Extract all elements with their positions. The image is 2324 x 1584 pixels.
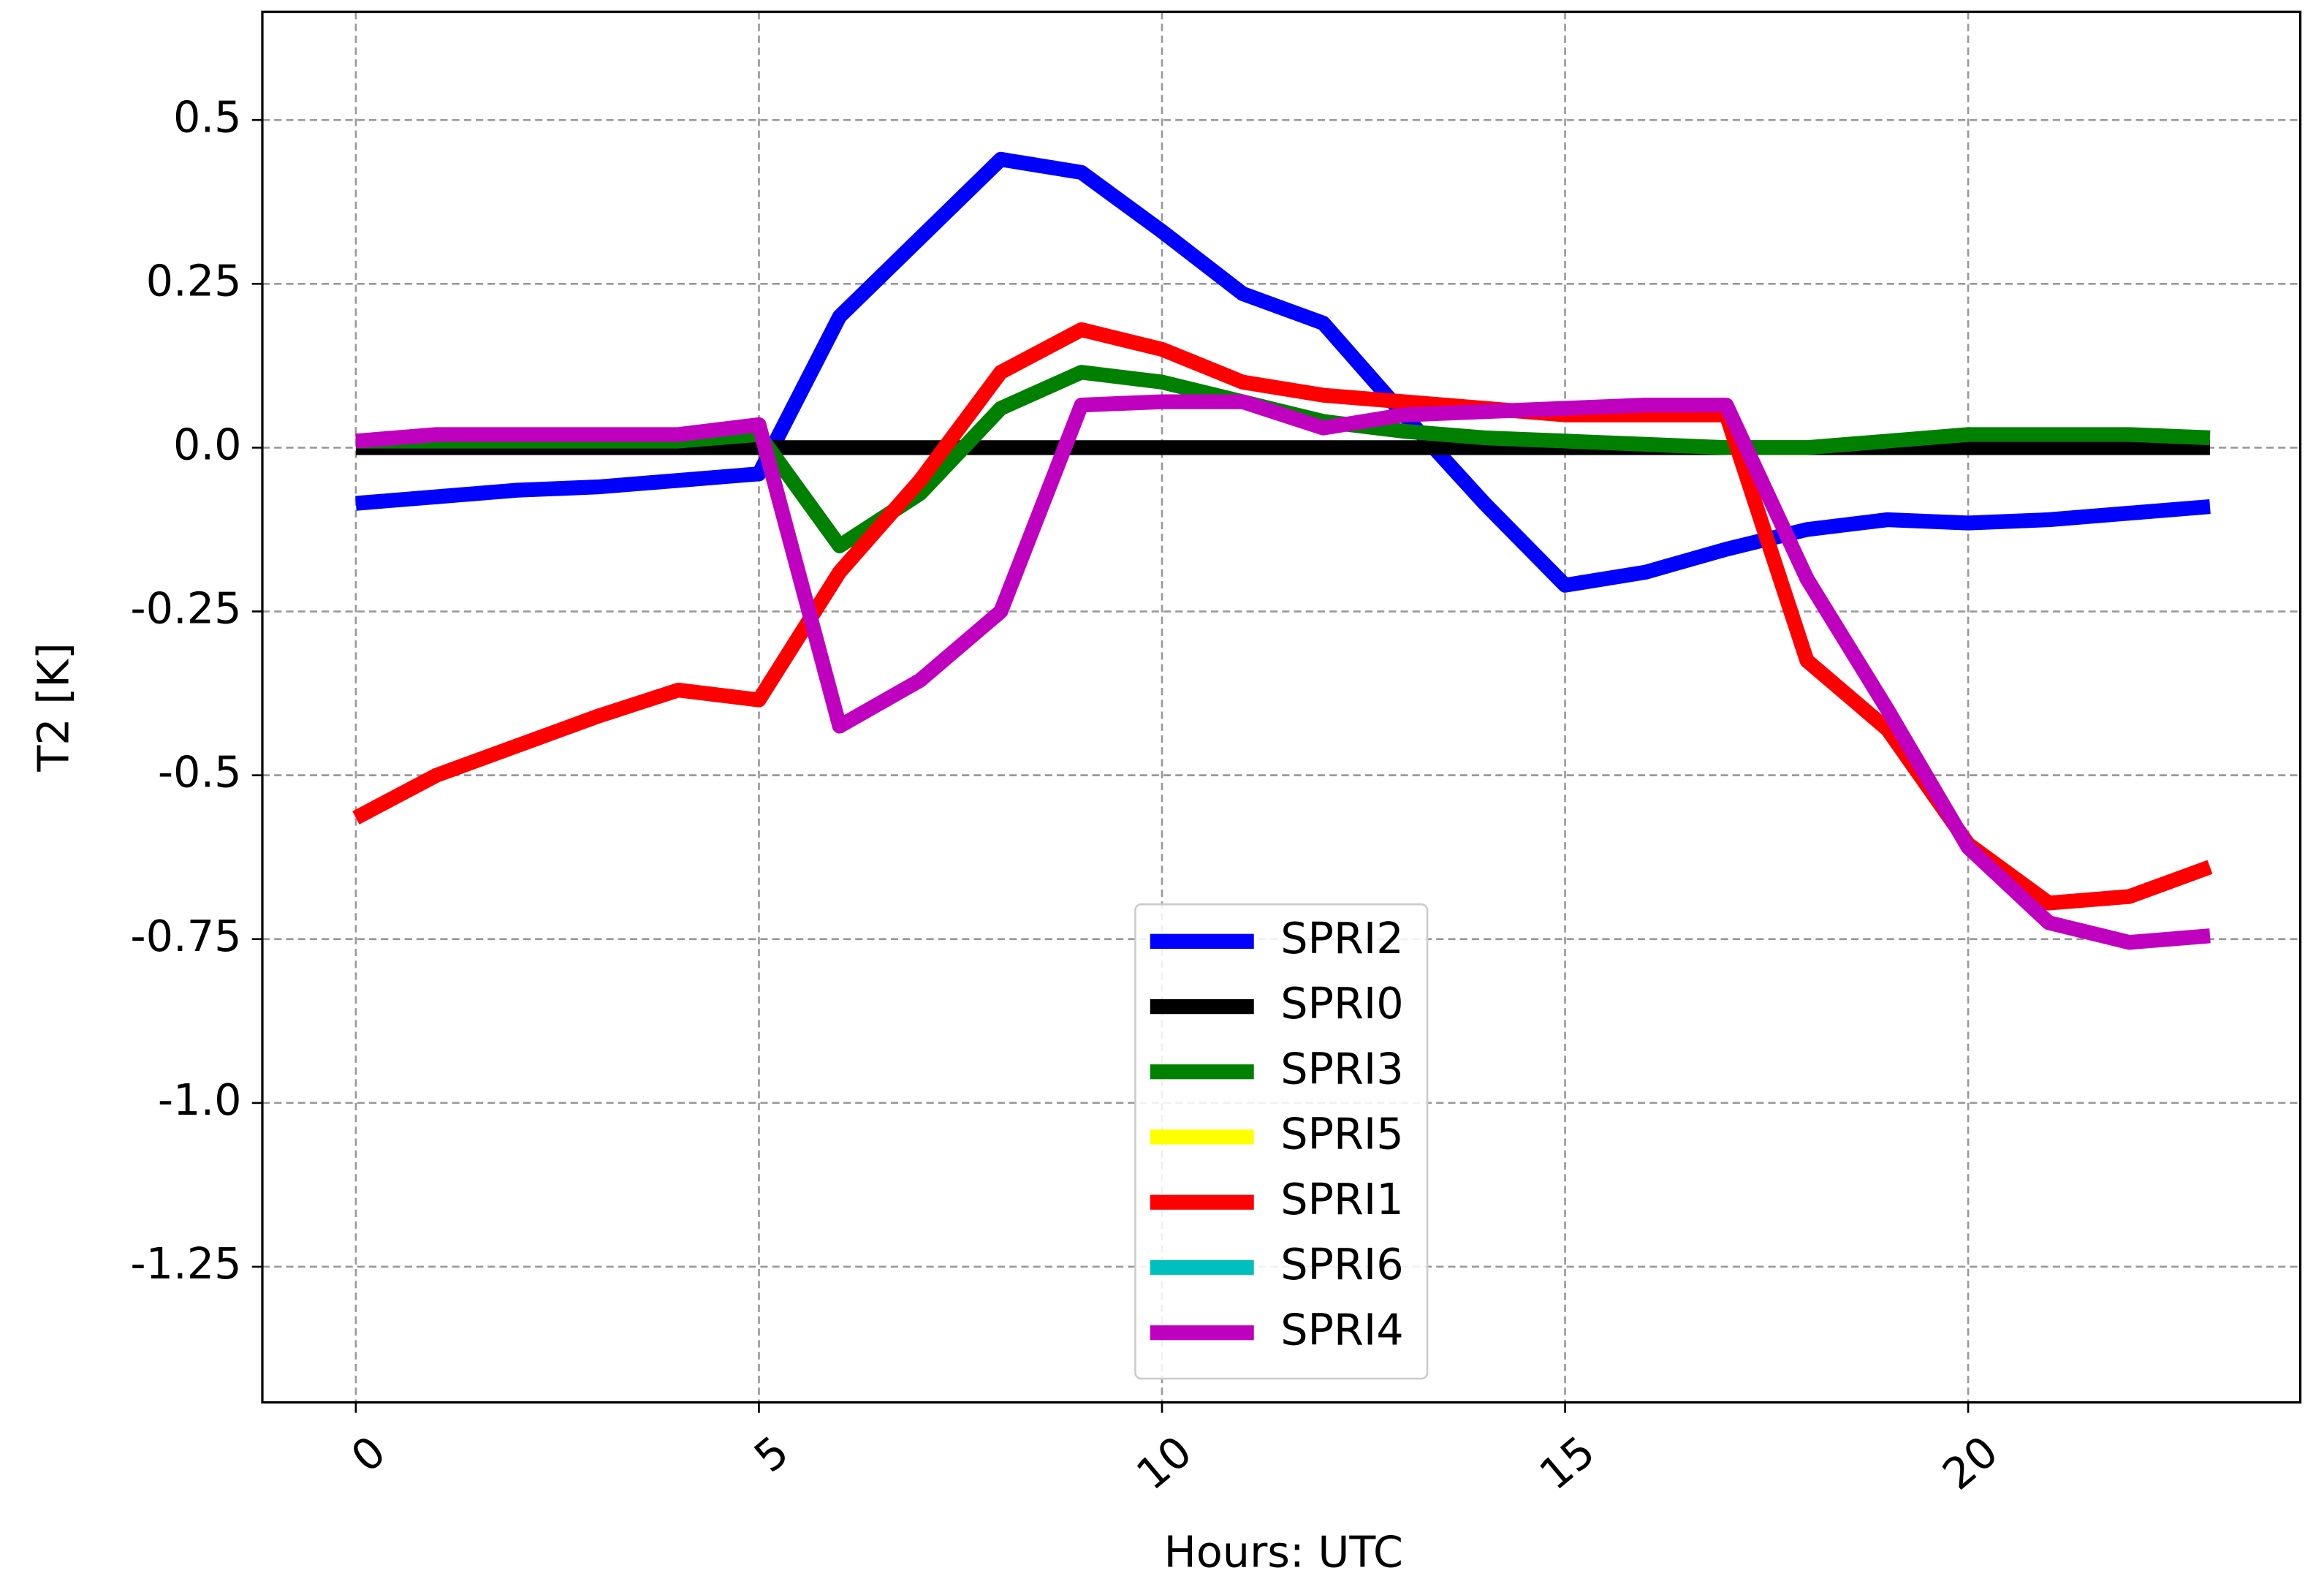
y-tick-label: -0.5: [158, 747, 242, 797]
series-line: [355, 151, 2211, 593]
y-tick-label: 0.25: [146, 255, 242, 306]
legend-label: SPRI3: [1280, 1043, 1403, 1094]
y-tick-label: 0.5: [173, 91, 242, 142]
y-axis-label: T2 [K]: [28, 643, 78, 772]
x-axis-label: Hours: UTC: [1164, 1527, 1403, 1577]
y-tick-label: -1.25: [130, 1238, 241, 1289]
legend: SPRI2 SPRI0 SPRI3 SPRI5 SPRI1 SPRI6 SPRI4: [1134, 903, 1429, 1380]
x-tick-label: 20: [1933, 1426, 2008, 1500]
legend-label: SPRI5: [1280, 1109, 1403, 1159]
legend-label: SPRI0: [1280, 978, 1403, 1028]
y-tick-label: 0.0: [173, 419, 242, 469]
series-line: [352, 322, 2213, 911]
x-tick-label: 0: [341, 1426, 395, 1482]
legend-label: SPRI2: [1280, 913, 1403, 963]
y-tick-label: -0.25: [130, 583, 241, 634]
x-tick-label: 15: [1530, 1426, 1604, 1500]
legend-label: SPRI4: [1280, 1304, 1403, 1354]
plot-frame: [261, 10, 2302, 1404]
series-line: [355, 394, 2211, 950]
x-tick-label: 5: [745, 1426, 798, 1482]
x-tick-label: 10: [1127, 1426, 1201, 1500]
legend-label: SPRI6: [1280, 1239, 1403, 1289]
y-tick-label: -0.75: [130, 911, 241, 961]
y-tick-label: -1.0: [158, 1075, 242, 1125]
legend-label: SPRI1: [1280, 1174, 1403, 1224]
